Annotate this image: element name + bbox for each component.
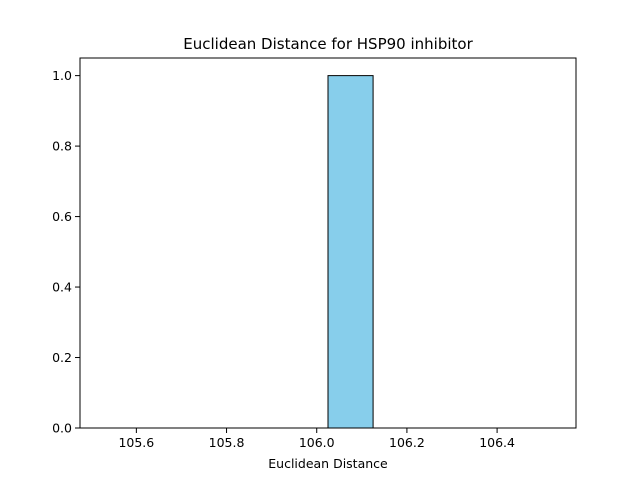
x-tick-label: 106.0 (299, 435, 335, 450)
y-tick-label: 0.0 (52, 421, 72, 436)
y-tick-label: 0.2 (52, 350, 72, 365)
x-tick-label: 105.8 (209, 435, 245, 450)
y-tick-label: 0.8 (52, 139, 72, 154)
ticks-layer: 105.6 105.8 106.0 106.2 106.4 0.0 0.2 0.4 0.6 0.8… (52, 68, 515, 450)
y-tick-label: 1.0 (52, 68, 72, 83)
x-tick-label: 106.4 (479, 435, 515, 450)
histogram-bar-5 (327, 75, 374, 429)
plot-frame (79, 57, 577, 429)
x-tick-label: 106.2 (389, 435, 425, 450)
chart-title: Euclidean Distance for HSP90 inhibitor (183, 35, 473, 53)
y-tick-label: 0.6 (52, 209, 72, 224)
x-axis-label: Euclidean Distance (268, 456, 388, 471)
y-tick-label: 0.4 (52, 280, 72, 295)
x-tick-label: 105.6 (118, 435, 154, 450)
